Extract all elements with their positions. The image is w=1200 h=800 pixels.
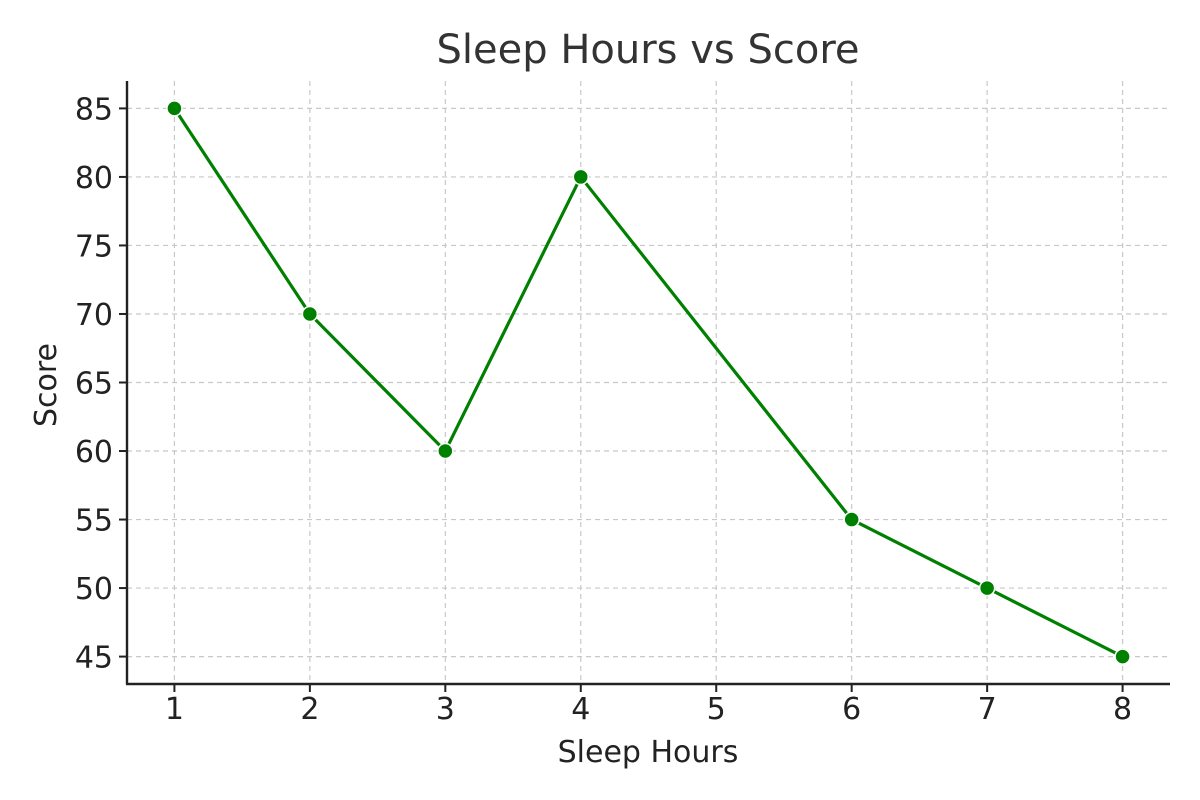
x-tick-label: 3 <box>436 692 455 727</box>
data-point <box>978 579 996 597</box>
x-axis-label: Sleep Hours <box>558 735 739 770</box>
data-point <box>166 100 183 117</box>
y-tick-label: 50 <box>75 572 113 607</box>
data-point <box>437 442 454 460</box>
x-tick-label: 8 <box>1113 692 1132 727</box>
x-ticks: 1 2 3 4 5 6 7 8 <box>165 684 1132 727</box>
y-tick-label: 85 <box>75 92 113 127</box>
grid <box>127 81 1170 684</box>
y-tick-label: 70 <box>75 298 113 333</box>
x-tick-label: 6 <box>842 692 861 727</box>
y-tick-label: 80 <box>75 161 113 196</box>
data-point <box>843 511 860 528</box>
x-tick-label: 5 <box>707 692 726 727</box>
y-axis-label: Score <box>29 343 64 427</box>
y-tick-label: 45 <box>75 641 113 676</box>
chart-title: Sleep Hours vs Score <box>437 27 860 73</box>
x-tick-label: 7 <box>978 692 997 727</box>
x-tick-label: 2 <box>300 692 319 727</box>
data-point <box>572 168 590 186</box>
y-tick-label: 60 <box>75 435 113 470</box>
data-point <box>301 305 319 323</box>
x-tick-label: 4 <box>571 692 590 727</box>
x-tick-label: 1 <box>165 692 184 727</box>
y-tick-label: 65 <box>75 367 113 402</box>
series <box>166 100 1131 665</box>
data-point <box>1114 648 1131 665</box>
y-ticks: 45 50 55 60 65 70 75 80 85 <box>75 92 127 676</box>
y-tick-label: 75 <box>75 229 113 264</box>
y-tick-label: 55 <box>75 504 113 539</box>
